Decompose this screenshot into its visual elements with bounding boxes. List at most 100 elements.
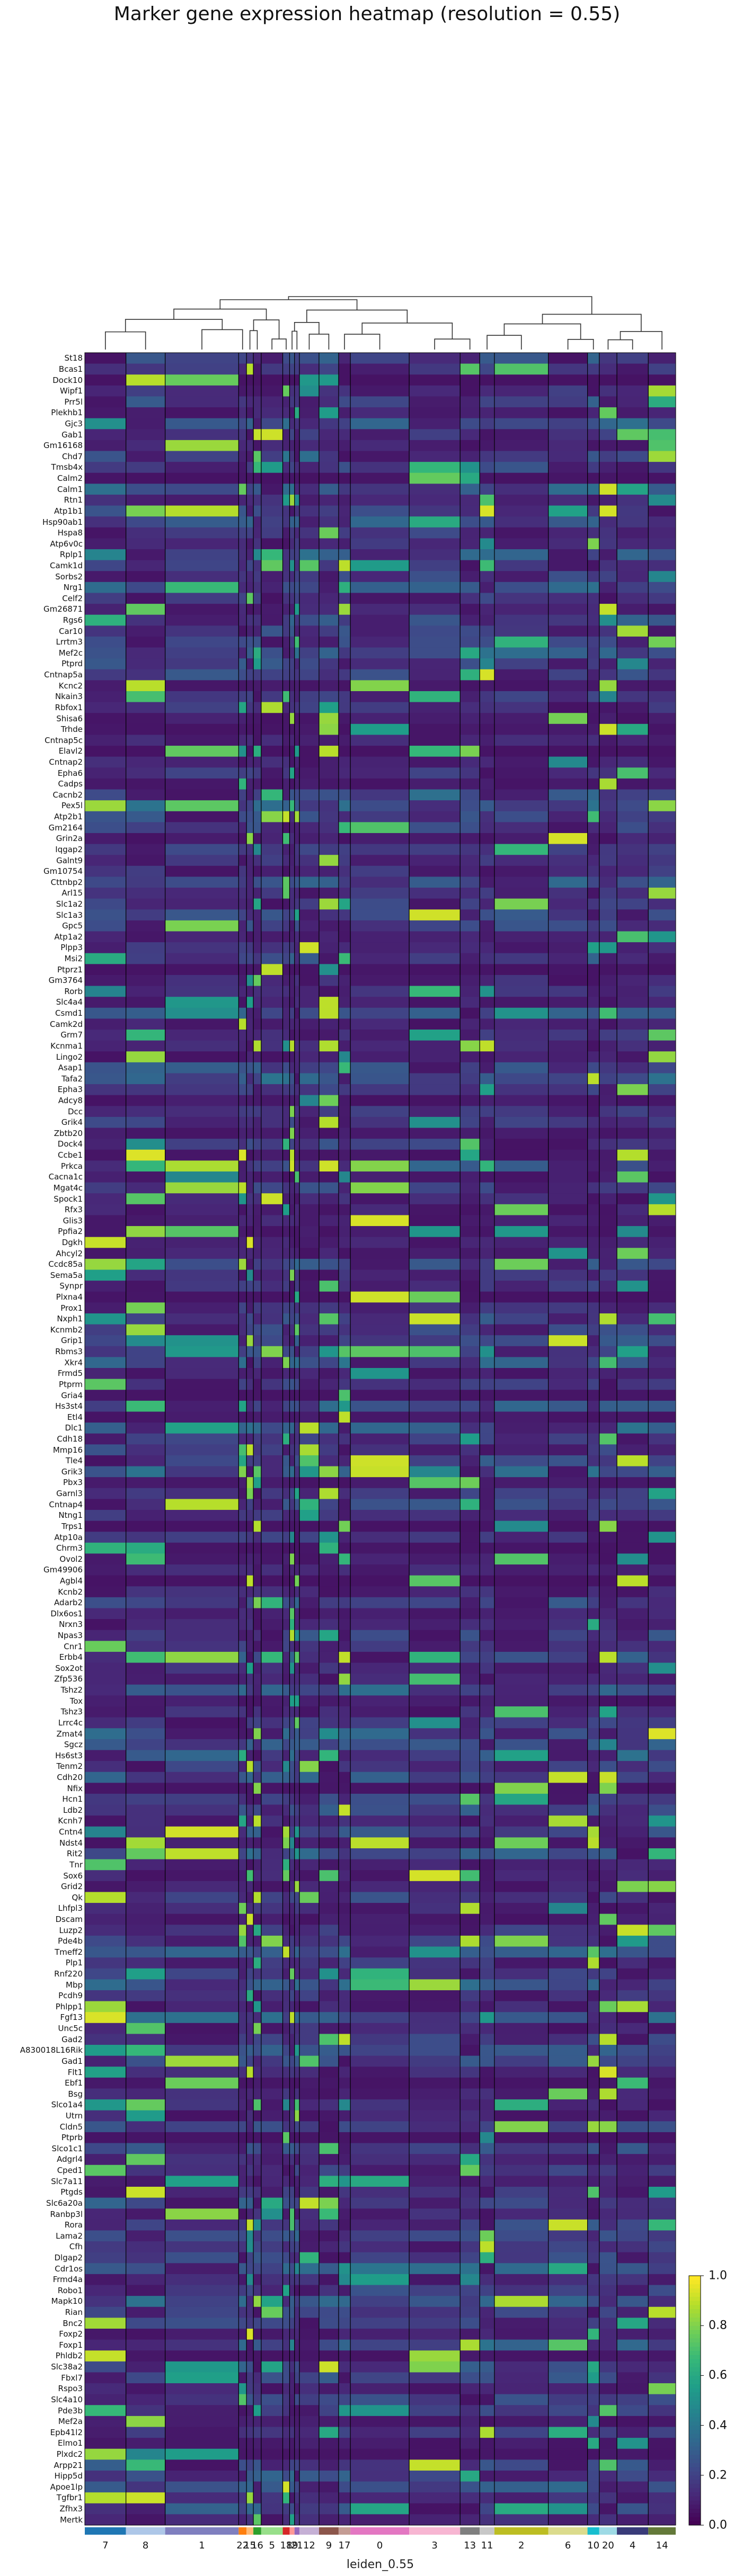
heatmap-cell [126,2263,165,2275]
cluster-color-swatch [460,2527,480,2535]
heatmap-cell [460,614,480,626]
heatmap-cell [126,735,165,746]
heatmap-cell [246,451,254,462]
heatmap-cell [409,997,461,1008]
heatmap-cell [126,680,165,692]
gene-label: Gm10754 [43,866,83,876]
heatmap-cell [617,2459,649,2471]
heatmap-cell [494,898,549,910]
heatmap-cell [648,451,676,462]
heatmap-cell [261,713,283,724]
heatmap-cell [350,582,410,593]
colorbar-segment [689,2276,701,2280]
heatmap-cell [460,953,480,964]
heatmap-cell [617,2438,649,2449]
heatmap-cell [261,931,283,943]
heatmap-cell [319,1870,339,1882]
heatmap-cell [165,811,239,822]
heatmap-cell [165,1040,239,1052]
heatmap-cell [460,1564,480,1576]
heatmap-cell [587,1160,599,1172]
gene-label: Cacna1c [48,1172,83,1182]
heatmap-cell [548,462,588,473]
heatmap-cell [165,953,239,964]
heatmap-cell [165,1881,239,1892]
heatmap-cell [246,844,254,855]
heatmap-cell [599,647,617,659]
gene-label: Tmsb4x [51,462,83,472]
heatmap-cell [548,1106,588,1117]
heatmap-cell [409,2372,461,2384]
heatmap-cell [480,2001,494,2012]
heatmap-cell [617,1149,649,1161]
heatmap-cell [238,1182,247,1194]
heatmap-cell [238,1291,247,1303]
heatmap-cell [648,604,676,615]
heatmap-cell [253,2023,261,2034]
heatmap-cell [294,1204,299,1215]
heatmap-cell [282,2055,290,2067]
heatmap-cell [261,1095,283,1106]
gene-label: Grm7 [60,1030,83,1040]
heatmap-cell [338,2132,351,2143]
heatmap-cell [282,1750,290,1761]
gene-label: Tenm2 [56,1761,83,1772]
heatmap-cell [294,2427,299,2438]
heatmap-cell [460,2186,480,2198]
heatmap-cell [299,1139,319,1150]
heatmap-cell [587,1313,599,1325]
heatmap-cell [289,1837,295,1849]
heatmap-cell [599,2219,617,2231]
heatmap-cell [338,1750,351,1761]
heatmap-cell [587,2055,599,2067]
heatmap-cell [85,1051,126,1063]
heatmap-cell [246,1532,254,1543]
heatmap-cell [282,1379,290,1390]
heatmap-cell [409,2470,461,2482]
heatmap-cell [126,974,165,986]
heatmap-cell [460,1018,480,1030]
heatmap-cell [246,1859,254,1871]
heatmap-cell [648,1411,676,1423]
heatmap-cell [246,1913,254,1925]
heatmap-cell [319,1651,339,1663]
heatmap-cell [282,1018,290,1030]
heatmap-cell [648,1717,676,1729]
heatmap-cell [648,1106,676,1117]
heatmap-cell [126,2154,165,2166]
heatmap-cell [165,1651,239,1663]
heatmap-cell [126,713,165,724]
dendrogram-branch [173,308,267,320]
heatmap-cell [617,363,649,375]
heatmap-cell [648,2176,676,2187]
heatmap-cell [350,1575,410,1587]
heatmap-cell [350,1848,410,1859]
heatmap-cell [548,1783,588,1794]
heatmap-cell [319,822,339,834]
heatmap-cell [85,363,126,375]
heatmap-cell [338,953,351,964]
gene-label: Tox [69,1696,83,1706]
heatmap-cell [617,1925,649,1936]
heatmap-cell [587,1695,599,1707]
heatmap-cell [319,1095,339,1106]
heatmap-cell [338,1619,351,1631]
heatmap-cell [494,636,549,648]
heatmap-cell [548,1095,588,1106]
heatmap-cell [460,396,480,408]
heatmap-cell [253,2197,261,2209]
heatmap-cell [294,833,299,844]
heatmap-cell [350,1870,410,1882]
heatmap-cell [253,2219,261,2231]
heatmap-cell [409,1804,461,1816]
heatmap-cell [319,1423,339,1434]
gene-label: Mapk10 [51,2296,83,2306]
heatmap-cell [409,1488,461,1499]
heatmap-cell [165,1979,239,1991]
heatmap-cell [319,2023,339,2034]
heatmap-cell [289,789,295,801]
heatmap-cell [460,418,480,430]
heatmap-cell [460,1837,480,1849]
heatmap-cell [480,997,494,1008]
heatmap-cell [282,2263,290,2275]
